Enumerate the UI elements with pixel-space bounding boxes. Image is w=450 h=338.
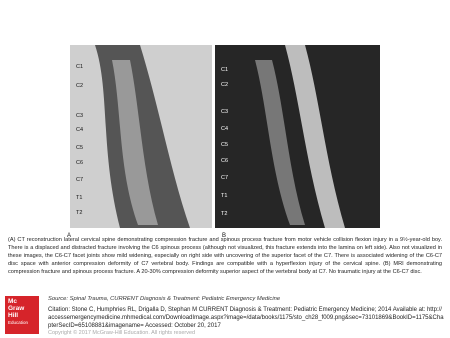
mri-vertebrae bbox=[255, 60, 305, 225]
mri-cord bbox=[285, 45, 345, 228]
level-label: C7 bbox=[221, 175, 228, 181]
logo: Mc Graw Hill Education bbox=[5, 296, 39, 334]
level-label: C6 bbox=[221, 158, 228, 164]
panel-label: B bbox=[222, 233, 226, 239]
level-label: T2 bbox=[221, 211, 227, 217]
level-label: C1 bbox=[76, 64, 83, 70]
logo-line: Hill bbox=[8, 312, 19, 319]
level-label: C4 bbox=[221, 126, 228, 132]
level-label: T2 bbox=[76, 210, 82, 216]
logo-line: Graw bbox=[8, 305, 25, 312]
level-label: C5 bbox=[221, 142, 228, 148]
level-label: C5 bbox=[76, 145, 83, 151]
level-label: C2 bbox=[221, 82, 228, 88]
level-label: C7 bbox=[76, 177, 83, 183]
logo-line: Mc bbox=[8, 298, 18, 305]
level-label: C1 bbox=[221, 67, 228, 73]
logo-line: Education bbox=[8, 320, 29, 325]
level-label: T1 bbox=[221, 193, 227, 199]
level-label: C2 bbox=[76, 83, 83, 89]
level-label: C3 bbox=[221, 109, 228, 115]
panel-label: A bbox=[67, 233, 71, 239]
copyright: Copyright © 2017 McGraw-Hill Education. … bbox=[48, 330, 196, 336]
ct-vertebrae bbox=[112, 60, 158, 225]
source: Source: Spinal Trauma, CURRENT Diagnosis… bbox=[48, 296, 281, 302]
caption: (A) CT reconstruction lateral cervical s… bbox=[8, 237, 442, 275]
figure-images: C1 C2 C3 C4 C5 C6 C7 T1 T2 A C1 C2 C3 C4 C5 C6 C7 T1 T2 B bbox=[67, 45, 380, 239]
level-label: C6 bbox=[76, 160, 83, 166]
citation: Citation: Stone C, Humphries RL, Drigall… bbox=[48, 307, 444, 329]
level-label: C4 bbox=[76, 127, 83, 133]
level-label: T1 bbox=[76, 195, 82, 201]
level-label: C3 bbox=[76, 113, 83, 119]
